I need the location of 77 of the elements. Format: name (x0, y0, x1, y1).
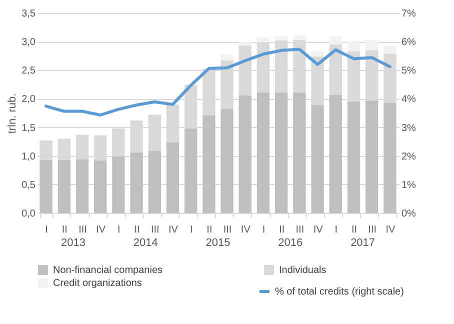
y-tick-label: 0,0 (22, 208, 36, 220)
y2-tick-label: 6% (402, 37, 416, 48)
bar (94, 160, 107, 213)
text: 2013 (60, 237, 86, 249)
bar (347, 41, 360, 52)
bar (384, 46, 396, 54)
x-tick-label: IV (313, 224, 324, 236)
x-tick-label: III (78, 224, 87, 236)
bar (329, 36, 342, 44)
y-tick-label: 0,5 (22, 180, 36, 191)
legend-label: % of total credits (right scale) (275, 286, 404, 298)
text: 2014 (133, 237, 158, 249)
x-tick-label: I (118, 224, 120, 236)
bar (220, 54, 234, 60)
bar (202, 115, 216, 213)
bar (293, 35, 306, 40)
legend-label: Non-financial companies (53, 265, 163, 276)
y2-tick-label: 0% (402, 208, 416, 220)
x-tick-label: III (368, 224, 377, 236)
bar (275, 92, 288, 213)
bar (329, 94, 342, 213)
bar (311, 105, 324, 213)
bar (311, 51, 324, 56)
y2-tick-label: 4% (402, 94, 416, 106)
bar (148, 150, 161, 213)
x-tick-label: II (351, 224, 358, 236)
y-tick-label: 2,0 (22, 94, 36, 106)
bar (40, 160, 52, 213)
y-tick-label: 3,0 (22, 37, 36, 48)
y2-tick-label: 1% (402, 180, 416, 191)
bar (112, 156, 125, 213)
y-tick-label: 1,0 (22, 151, 36, 162)
x-tick-label: II (62, 224, 68, 236)
x-tick-label: II (134, 224, 140, 236)
text: 2016 (278, 237, 303, 249)
bar (366, 100, 378, 213)
text: 2017 (350, 237, 376, 249)
x-tick-label: I (262, 224, 266, 236)
bar (256, 38, 270, 42)
bar (166, 142, 180, 213)
y2-tick-label: 7% (402, 8, 416, 20)
bar (275, 36, 288, 40)
y-tick-label: 2,5 (22, 66, 36, 77)
bar (366, 40, 378, 50)
bar (256, 92, 270, 213)
x-tick-label: II (206, 224, 212, 236)
legend-label: Credit organizations (53, 278, 142, 289)
y-tick-label: 3,5 (22, 8, 36, 20)
bar (76, 159, 89, 213)
y2-tick-label: 3% (402, 122, 416, 134)
bar (384, 102, 396, 213)
x-tick-label: II (279, 224, 285, 236)
bar (238, 95, 252, 213)
bar (130, 152, 143, 213)
y-axis-title: trln. rub. (6, 93, 19, 134)
bar (293, 92, 306, 213)
x-tick-label: I (190, 224, 193, 236)
bar (238, 42, 252, 46)
y-tick-label: 1,5 (22, 122, 36, 134)
x-tick-label: IV (386, 224, 396, 236)
bar (184, 128, 198, 213)
x-tick-label: III (150, 224, 160, 236)
x-tick-label: IV (240, 224, 251, 236)
text: 2015 (206, 237, 230, 249)
x-tick-label: III (296, 224, 304, 236)
x-tick-label: I (334, 224, 338, 236)
x-tick-label: IV (96, 224, 106, 236)
bar (347, 102, 360, 213)
bar (58, 160, 70, 213)
legend-label: Individuals (279, 265, 326, 276)
y2-tick-label: 5% (402, 66, 416, 77)
y2-tick-label: 2% (402, 151, 416, 162)
x-tick-label: IV (168, 224, 178, 236)
bar (220, 109, 234, 213)
line-series (44, 48, 392, 116)
x-tick-label: III (223, 224, 232, 236)
x-tick-label: I (45, 224, 48, 236)
